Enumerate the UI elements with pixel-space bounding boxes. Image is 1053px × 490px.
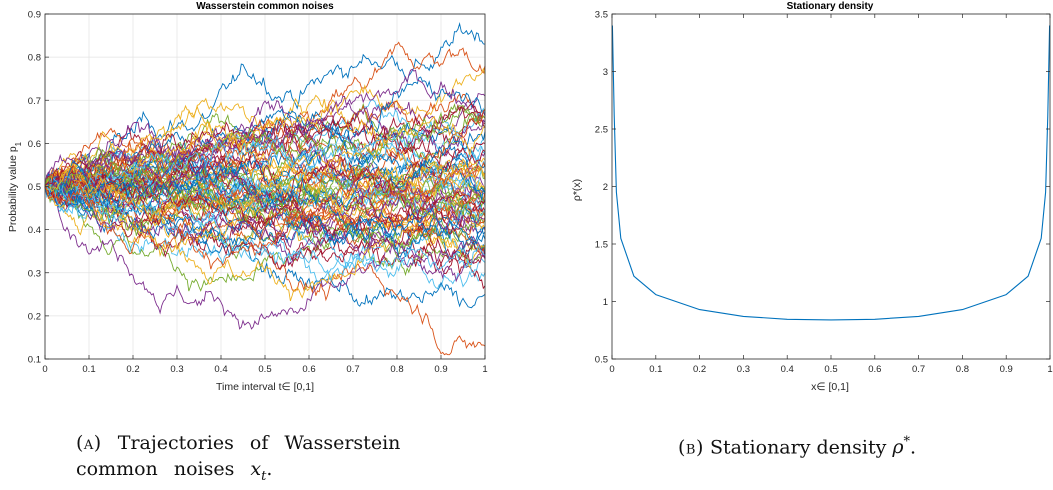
- y-axis-label-sub: 1: [14, 141, 23, 146]
- y-axis-label-main: Probability value p: [7, 146, 19, 232]
- panel-density: Stationary density 0 0.1 0.2 0.3 0.4 0.5 0.6 0.…: [560, 0, 1053, 478]
- x-tick-label: 0.6: [302, 364, 315, 375]
- caption-a-tag: (a): [76, 432, 102, 454]
- x-tick-label: 0.8: [390, 364, 403, 375]
- x-tick-label: 0.9: [1000, 364, 1013, 375]
- caption-b: (b) Stationary density ρ*.: [678, 430, 1018, 460]
- x-tick-label: 0.1: [649, 364, 662, 375]
- caption-b-text: Stationary density: [710, 436, 886, 458]
- y-tick-label: 1: [603, 297, 608, 308]
- x-tick-label: 0.1: [82, 364, 95, 375]
- plot-frame: [612, 14, 1050, 359]
- caption-b-math: ρ*: [892, 436, 910, 458]
- y-tick-label: 3.5: [595, 10, 608, 21]
- density-curve: [612, 26, 1049, 320]
- y-tick-label: 2.5: [595, 125, 608, 136]
- y-tick-label: 0.3: [28, 268, 41, 279]
- y-tick-label: 0.8: [28, 53, 41, 64]
- y-tick-label: 0.9: [28, 10, 41, 21]
- x-tick-label: 0.2: [126, 364, 139, 375]
- x-tick-label: 0.9: [434, 364, 447, 375]
- x-tick-label: 0.3: [170, 364, 183, 375]
- y-tick-label: 0.1: [28, 355, 41, 366]
- y-axis-label: Probability value p1: [7, 141, 23, 232]
- x-tick-label: 0.3: [737, 364, 750, 375]
- x-tick-label: 0.7: [346, 364, 359, 375]
- chart-title: Stationary density: [787, 1, 874, 12]
- x-tick-label: 0.5: [824, 364, 837, 375]
- x-tick-labels: 0 0.1 0.2 0.3 0.4 0.5 0.6 0.7 0.8 0.9 1: [609, 14, 1052, 375]
- caption-a-math: xt: [250, 458, 266, 480]
- x-tick-label: 0: [42, 364, 47, 375]
- x-tick-label: 0.2: [693, 364, 706, 375]
- x-tick-label: 0: [609, 364, 614, 375]
- x-tick-label: 1: [482, 364, 487, 375]
- x-tick-label: 0.6: [868, 364, 881, 375]
- y-tick-label: 0.6: [28, 139, 41, 150]
- x-tick-label: 0.5: [258, 364, 271, 375]
- y-tick-label: 0.5: [595, 355, 608, 366]
- density-chart: Stationary density 0 0.1 0.2 0.3 0.4 0.5 0.6 0.…: [560, 0, 1053, 420]
- y-tick-label: 0.5: [28, 182, 41, 193]
- x-tick-label: 0.8: [956, 364, 969, 375]
- y-tick-label: 0.7: [28, 96, 41, 107]
- y-tick-labels: 0.5 1 1.5 2 2.5 3 3.5: [595, 10, 1050, 366]
- y-tick-label: 0.4: [28, 225, 41, 236]
- x-axis-label: x∈ [0,1]: [811, 381, 849, 393]
- y-axis-label: ρ*(x): [571, 179, 583, 201]
- caption-b-tag: (b): [678, 436, 704, 458]
- y-tick-label: 0.2: [28, 311, 41, 322]
- x-tick-labels: 0 0.1 0.2 0.3 0.4 0.5 0.6 0.7 0.8 0.9 1: [42, 355, 487, 375]
- panel-trajectories: Wasserstein common noises 0 0.1 0.2 0.3 0.4 0…: [0, 0, 520, 478]
- x-tick-label: 0.4: [781, 364, 794, 375]
- caption-a-text: Trajectories of Wasserstein common noise…: [76, 432, 400, 480]
- trajectories-chart: Wasserstein common noises 0 0.1 0.2 0.3 0.4 0…: [0, 0, 520, 420]
- chart-title: Wasserstein common noises: [196, 1, 334, 12]
- x-axis-label: Time interval t∈ [0,1]: [216, 381, 314, 393]
- y-tick-label: 1.5: [595, 240, 608, 251]
- density-line: [612, 26, 1049, 320]
- x-tick-label: 0.4: [214, 364, 227, 375]
- caption-a: (a) Trajectories of Wasserstein common n…: [76, 430, 446, 490]
- y-tick-label: 3: [603, 67, 608, 78]
- y-tick-label: 2: [603, 182, 608, 193]
- x-tick-label: 0.7: [912, 364, 925, 375]
- x-tick-label: 1: [1047, 364, 1052, 375]
